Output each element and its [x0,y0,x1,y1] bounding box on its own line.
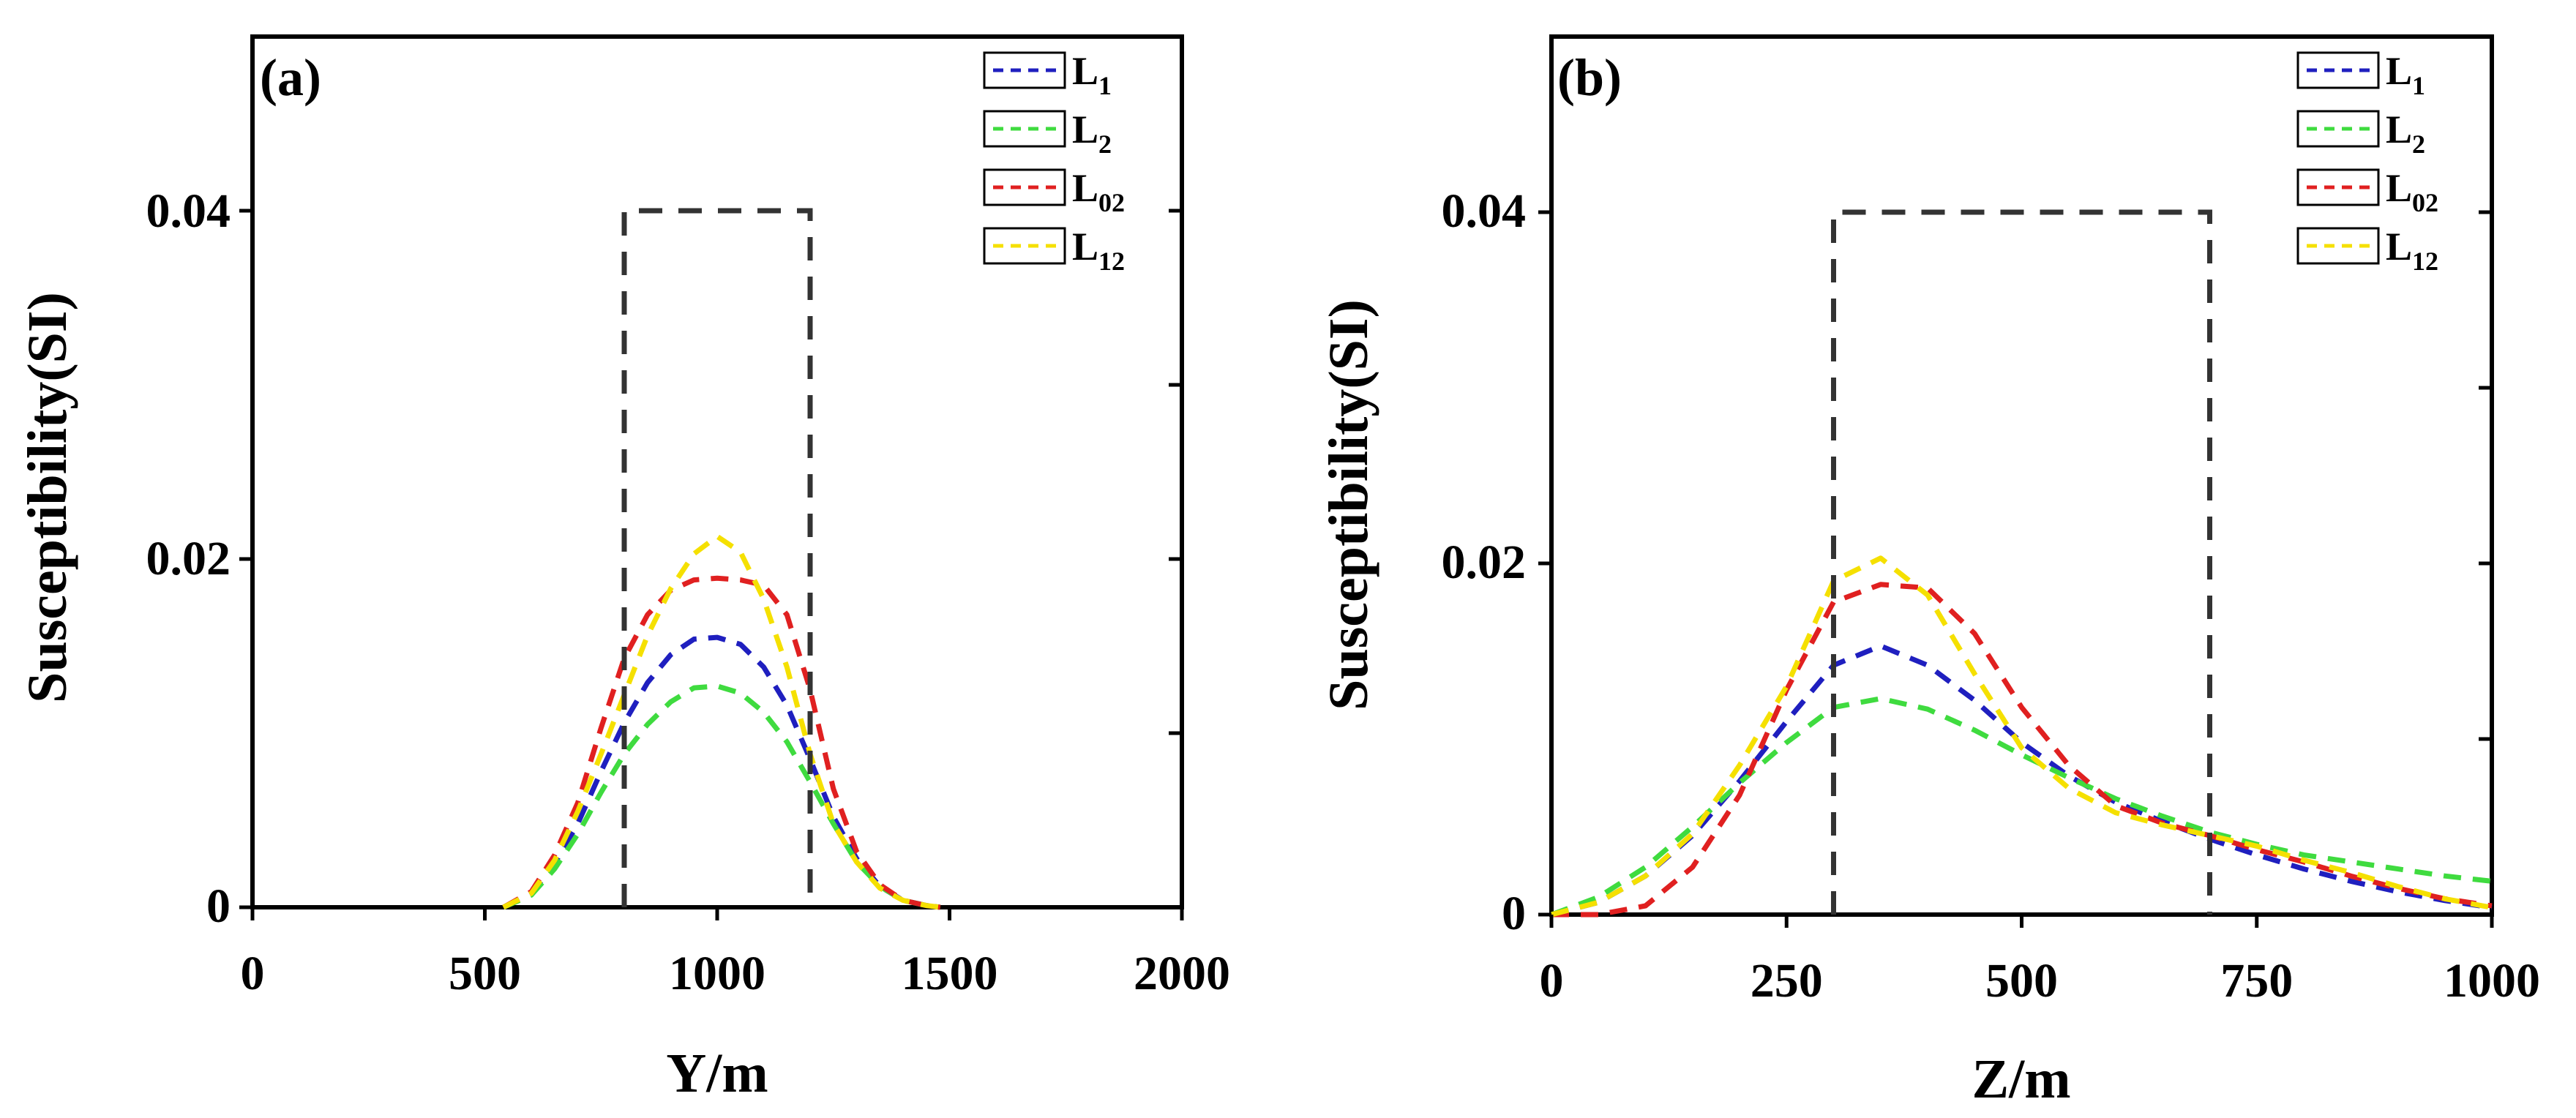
panel-a-x-tick-label: 2000 [1134,947,1230,1000]
panel-b-x-axis-label: Z/m [1972,1048,2070,1110]
series-line-l12 [1551,555,2493,918]
legend-label-l02: L02 [2386,166,2438,217]
panel-a-y-tick-label: 0.02 [146,532,231,585]
panel-a-label: (a) [260,48,321,107]
legend-label-l1: L1 [2386,49,2425,100]
panel-b-curves [1550,555,2493,918]
panel-b-x-tick-label: 750 [2220,954,2293,1008]
series-line-l1 [502,634,941,910]
legend-entry-l1: L1 [2296,49,2425,100]
series-line-l02 [502,575,941,910]
legend-label-l2: L2 [2386,108,2425,159]
legend-swatch-box [983,227,1066,265]
series-line-l1 [1551,643,2493,918]
series-line-l2 [502,683,941,910]
legend-entry-l12: L12 [2296,225,2438,276]
panel-a-x-tick-label: 500 [449,947,521,1000]
legend-entry-l2: L2 [2296,108,2425,159]
panel-a-y-axis-label: Susceptibility(SI) [17,292,78,703]
panel-b-y-tick-label: 0.04 [1442,184,1527,238]
legend-label-l12: L12 [1072,225,1125,276]
series-line-l02 [1551,582,2493,918]
legend-label-l02: L02 [1072,166,1125,217]
panel-a-ticks [239,209,1184,920]
panel-a-y-tick-label: 0.04 [146,184,231,238]
legend-label-l1: L1 [1072,49,1112,100]
legend-entry-l12: L12 [983,225,1125,276]
panel-b-plot-frame [1549,34,2494,917]
legend-entry-l1: L1 [983,49,1112,100]
panel-a-curves [502,533,941,910]
panel-a: (a) 0 0.02 0.04 0 500 1000 1500 2000 Y/m… [17,34,1230,1104]
panel-b-x-tick-label: 500 [1985,954,2058,1008]
panel-b-x-tick-label: 250 [1751,954,1823,1008]
panel-a-true-model-box [621,208,813,907]
panel-b-true-model-box [1831,209,2212,915]
panel-b-y-tick-label: 0 [1502,887,1526,940]
panel-a-x-tick-label: 1000 [669,947,765,1000]
series-line-l12 [502,533,941,910]
panel-b-y-tick-label: 0.02 [1442,536,1527,589]
legend-entry-l02: L02 [2296,166,2438,217]
panel-a-y-tick-label: 0 [206,879,231,933]
panel-b-label: (b) [1557,48,1622,107]
legend-entry-l2: L2 [983,108,1112,159]
panel-b-x-tick-label: 1000 [2444,954,2540,1008]
panel-a-plot-frame [250,34,1184,909]
legend-label-l2: L2 [1072,108,1112,159]
legend-entry-l02: L02 [983,166,1125,217]
panel-b-y-axis-label: Susceptibility(SI) [1318,299,1379,710]
panel-b-legend: L1 L2 L02 L12 [2296,49,2438,276]
panel-b: (b) 0 0.02 0.04 0 250 500 750 1000 Z/m S… [1318,34,2540,1110]
panel-b-x-tick-label: 0 [1540,954,1564,1008]
legend-label-l12: L12 [2386,225,2438,276]
panel-a-x-axis-label: Y/m [666,1043,768,1104]
panel-a-x-tick-label: 1500 [902,947,998,1000]
panel-b-ticks [1538,210,2494,928]
panel-a-legend: L1 L2 L02 L12 [983,49,1125,276]
panel-a-x-tick-label: 0 [241,947,265,1000]
